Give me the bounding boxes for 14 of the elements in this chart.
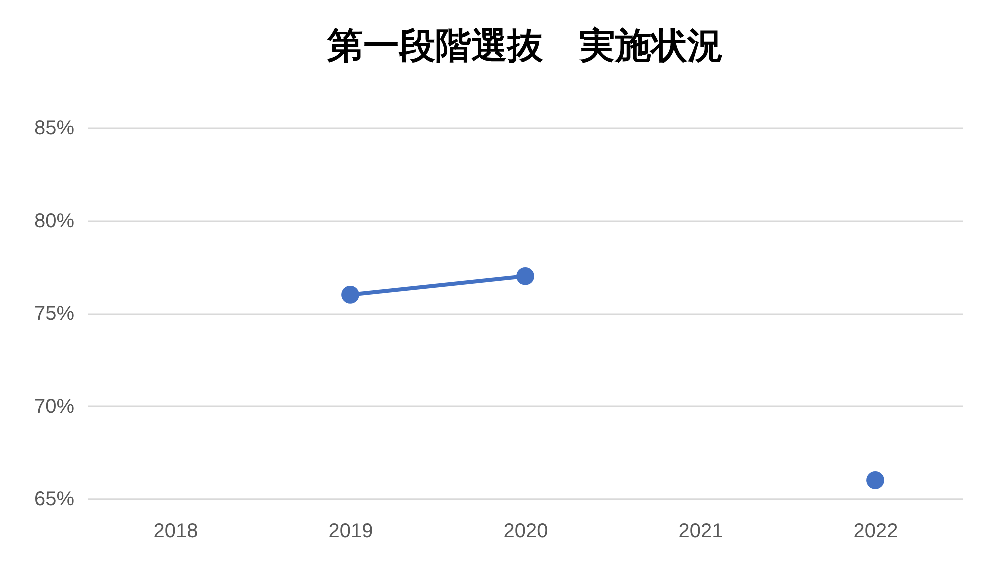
- y-tick-label: 75%: [34, 303, 75, 325]
- point: [342, 286, 360, 304]
- y-tick-label: 80%: [34, 210, 75, 232]
- x-tick-label: 2021: [678, 520, 724, 542]
- point: [516, 267, 534, 286]
- x-tick-label: 2018: [154, 520, 198, 542]
- x-tick-label: 2019: [328, 520, 374, 542]
- y-tick-label: 70%: [34, 396, 75, 418]
- x-tick-label: 2022: [854, 520, 898, 542]
- y-tick-label: 85%: [34, 118, 75, 140]
- point: [866, 472, 884, 490]
- x-tick-label: 2020: [504, 520, 548, 542]
- y-tick-label: 65%: [34, 488, 75, 510]
- chart-title: 第一段階選抜 実施状況: [326, 26, 724, 67]
